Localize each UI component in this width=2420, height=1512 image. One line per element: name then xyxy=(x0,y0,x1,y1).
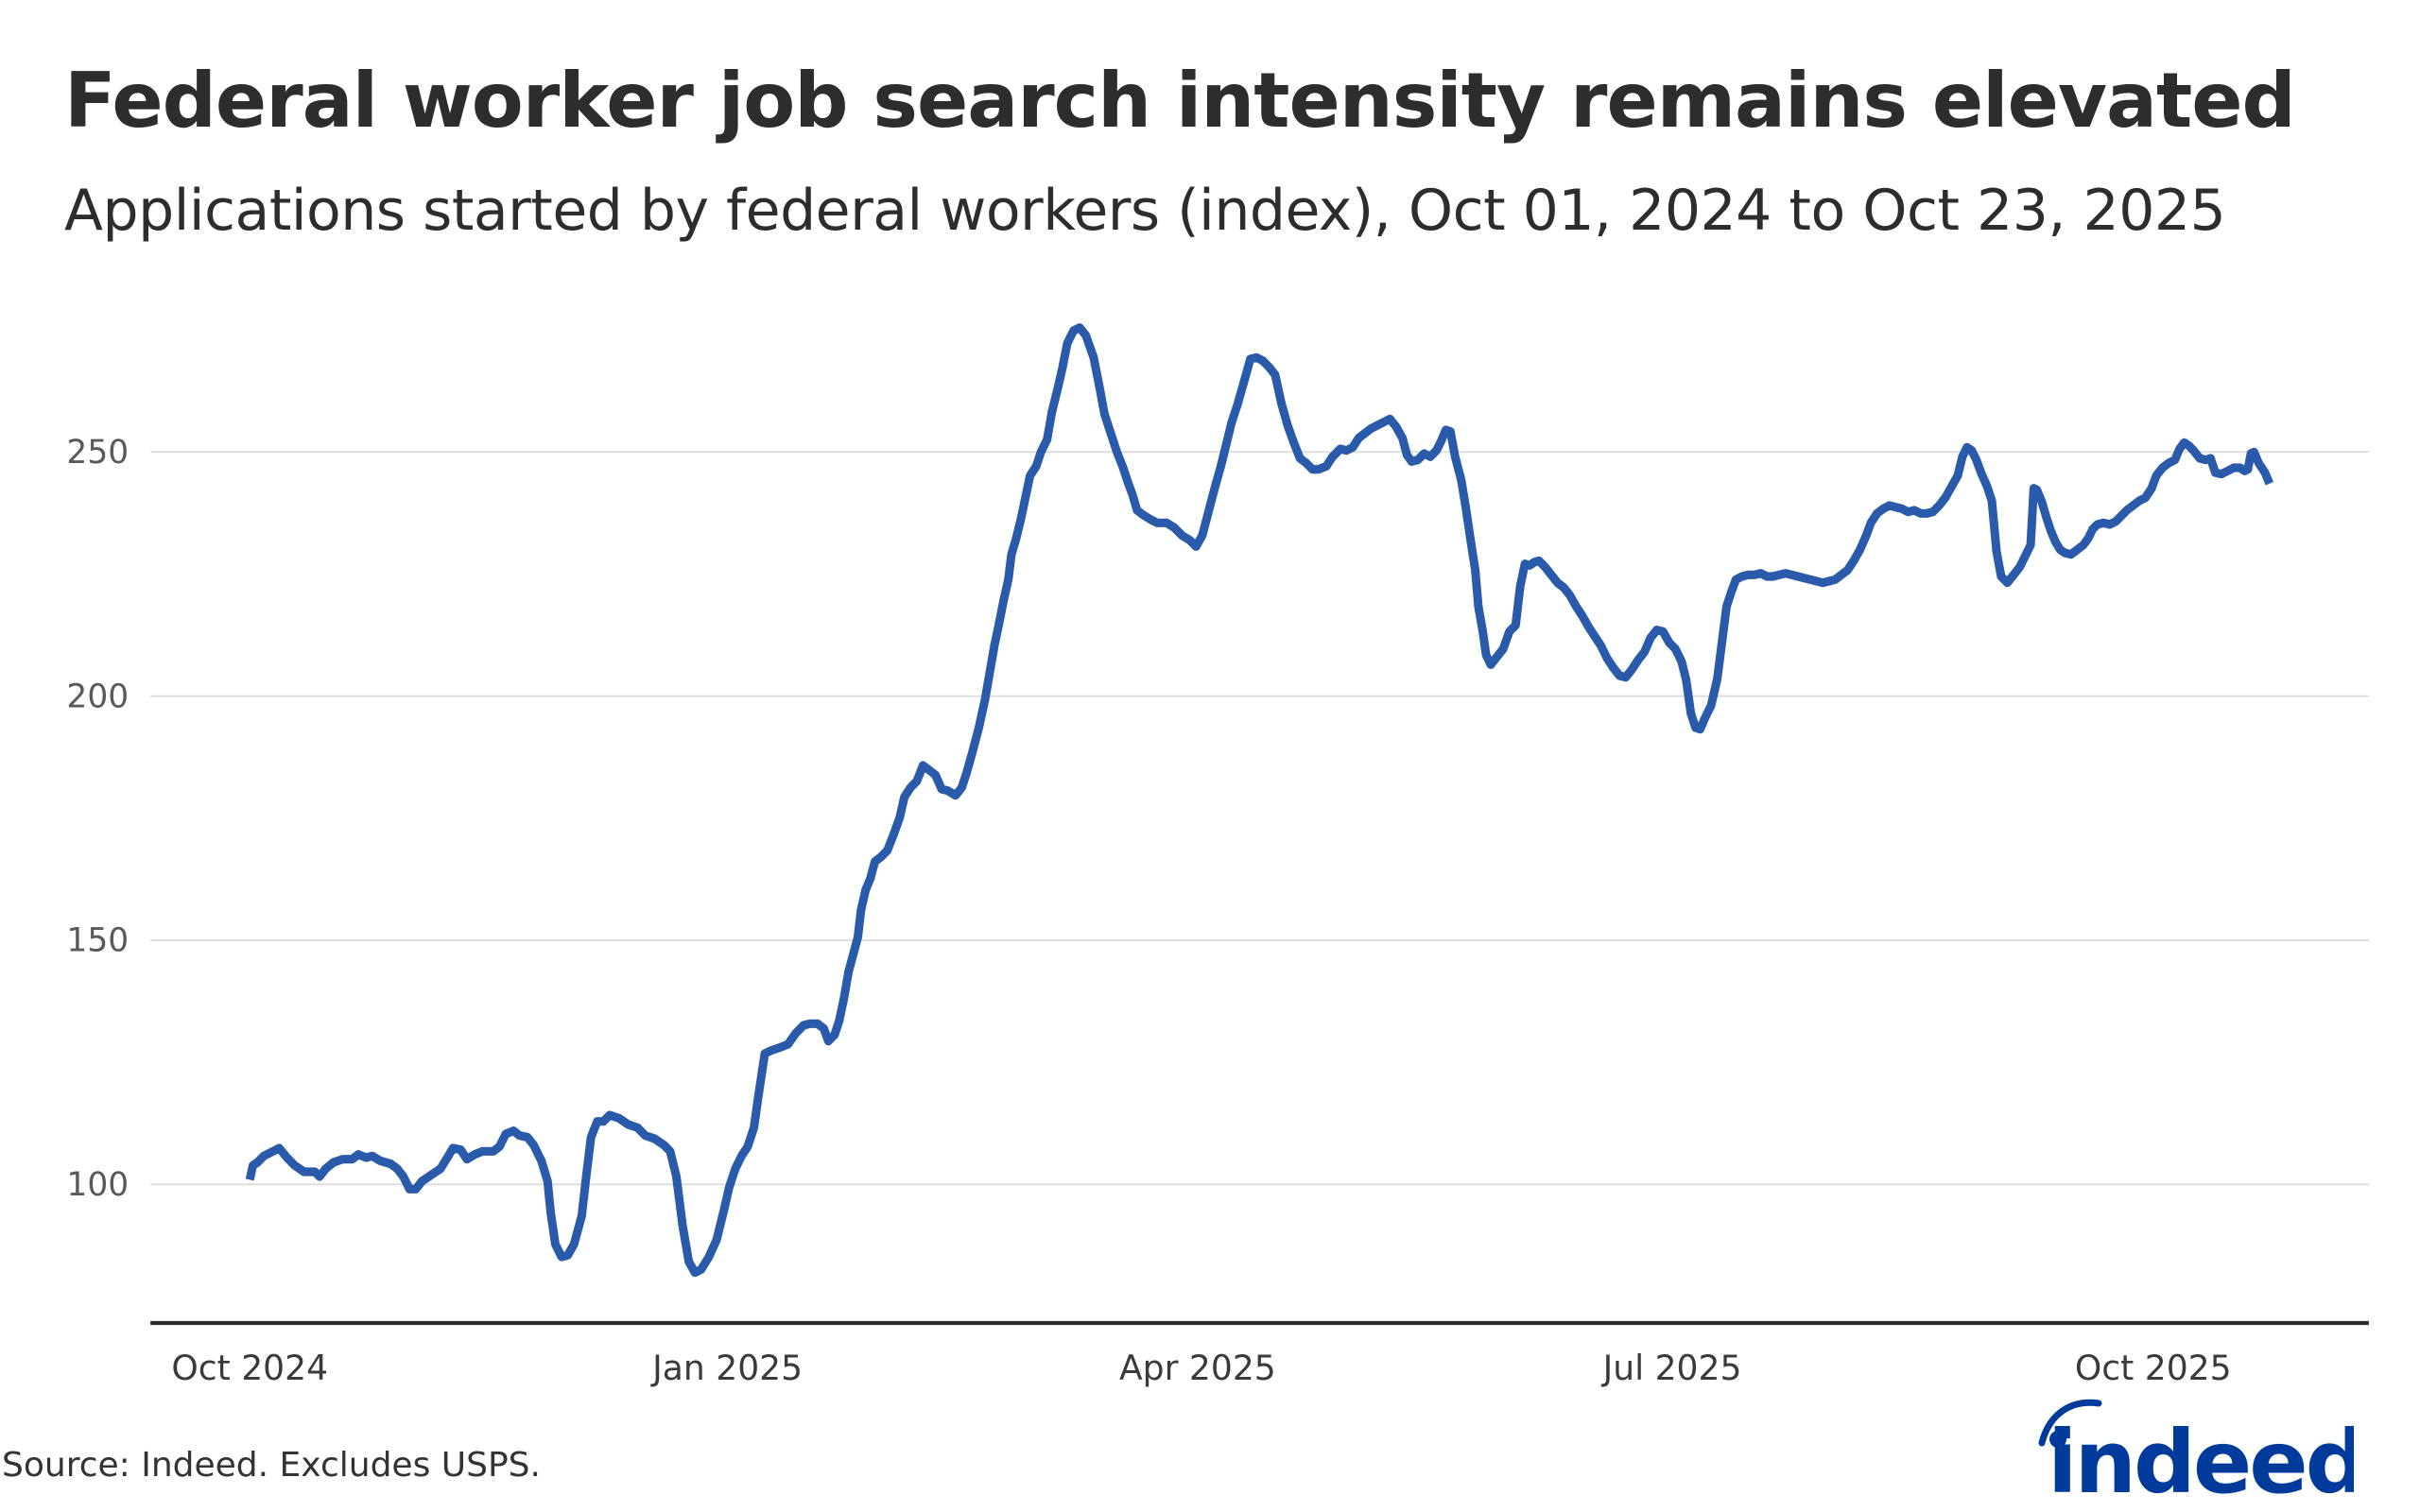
x-tick-apr-2025: Apr 2025 xyxy=(1119,1348,1276,1388)
x-tick-jul-2025: Jul 2025 xyxy=(1601,1348,1742,1388)
indeed-logo-dot-icon xyxy=(2049,1431,2066,1448)
x-tick-oct-2025: Oct 2025 xyxy=(2075,1348,2232,1388)
gridlines xyxy=(150,451,2369,1186)
y-tick-150: 150 xyxy=(66,921,129,959)
x-tick-oct-2024: Oct 2024 xyxy=(171,1348,328,1388)
y-tick-100: 100 xyxy=(66,1166,129,1204)
series-line xyxy=(245,323,2273,1278)
y-tick-250: 250 xyxy=(66,434,129,472)
chart-subtitle: Applications started by federal workers … xyxy=(64,178,2226,244)
source-note: Source: Indeed. Excludes USPS. xyxy=(2,1446,541,1485)
indeed-logo-arc-icon xyxy=(2038,1399,2102,1447)
indeed-logo-text: indeed xyxy=(2048,1412,2354,1498)
y-tick-200: 200 xyxy=(66,678,129,715)
x-axis-labels: Oct 2024 Jan 2025 Apr 2025 Jul 2025 Oct … xyxy=(171,1348,2231,1388)
y-axis-labels: 250 200 150 100 xyxy=(66,434,129,1204)
x-tick-jan-2025: Jan 2025 xyxy=(650,1348,803,1388)
indeed-logo: indeed xyxy=(2038,1399,2354,1498)
chart-title: Federal worker job search intensity rema… xyxy=(64,57,2296,145)
